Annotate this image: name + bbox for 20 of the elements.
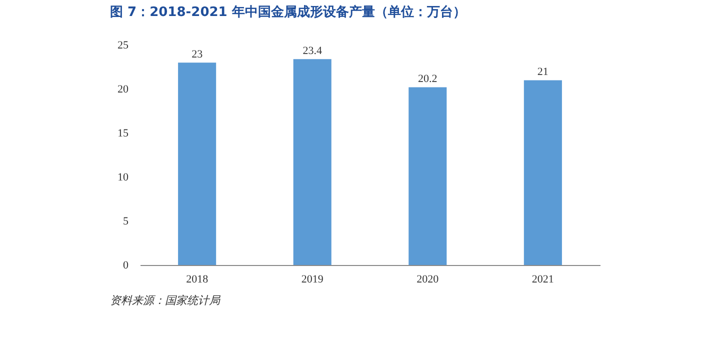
bar — [178, 62, 216, 265]
y-tick-label: 10 — [118, 172, 129, 184]
data-label: 20.2 — [418, 73, 438, 86]
y-tick-label: 25 — [118, 40, 129, 52]
bar — [293, 59, 332, 265]
chart-title: 图 7：2018-2021 年中国金属成形设备产量（单位：万台） — [110, 4, 466, 20]
y-tick-label: 15 — [118, 128, 129, 140]
y-tick-label: 5 — [123, 216, 129, 228]
data-label: 23.4 — [302, 45, 322, 58]
x-tick-label: 2019 — [301, 274, 324, 286]
bar — [524, 80, 562, 265]
text: 资料来源：国家统计局 — [110, 294, 221, 307]
y-tick-label: 0 — [123, 260, 129, 272]
data-label: 21 — [537, 66, 548, 78]
bar — [408, 87, 447, 265]
data-label: 23 — [192, 48, 204, 61]
x-tick-label: 2021 — [532, 274, 554, 286]
y-tick-label: 20 — [118, 84, 129, 96]
x-tick-label: 2018 — [186, 274, 209, 286]
x-tick-label: 2020 — [416, 274, 440, 286]
